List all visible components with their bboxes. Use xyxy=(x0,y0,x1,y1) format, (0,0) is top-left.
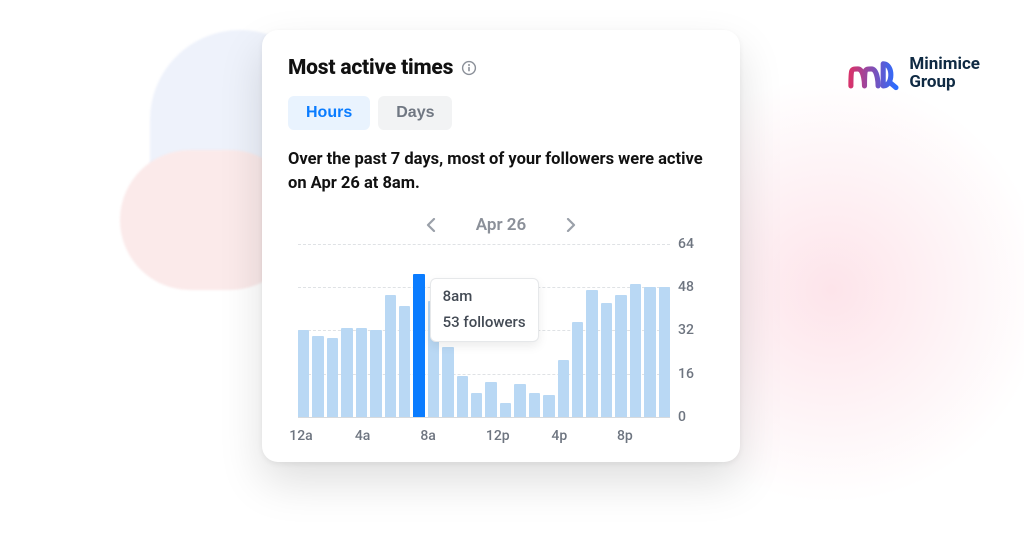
chart-bar[interactable] xyxy=(615,295,626,417)
brand-text-line2: Group xyxy=(909,74,980,92)
chart-bar[interactable] xyxy=(413,274,424,417)
chart-bar[interactable] xyxy=(500,403,511,417)
chart-bar[interactable] xyxy=(586,290,597,417)
next-day-button[interactable] xyxy=(560,214,582,236)
chart-tooltip: 8am 53 followers xyxy=(430,278,539,342)
bg-blob-pink xyxy=(724,80,1024,500)
chart-bar[interactable] xyxy=(385,295,396,417)
tab-days[interactable]: Days xyxy=(378,96,452,130)
chart-ytick: 16 xyxy=(678,366,710,382)
active-times-chart: 0163248648am53 followers 12a4a8a12p4p8p xyxy=(288,244,714,448)
tooltip-title: 8am xyxy=(443,287,526,305)
chart-x-axis: 12a4a8a12p4p8p xyxy=(288,428,714,448)
chart-plot-area: 0163248648am53 followers xyxy=(298,244,670,418)
card-title: Most active times xyxy=(288,56,453,80)
chart-bar[interactable] xyxy=(471,393,482,417)
chart-bar[interactable] xyxy=(558,360,569,417)
date-navigator: Apr 26 xyxy=(288,214,714,236)
brand-text: Minimice Group xyxy=(909,56,980,92)
chart-bar[interactable] xyxy=(327,338,338,416)
chart-bar[interactable] xyxy=(356,328,367,417)
brand-logo: Minimice Group xyxy=(847,56,980,92)
tab-hours[interactable]: Hours xyxy=(288,96,370,130)
chart-ytick: 32 xyxy=(678,322,710,338)
most-active-times-card: Most active times HoursDays Over the pas… xyxy=(262,30,740,462)
chart-bar[interactable] xyxy=(514,384,525,416)
chart-bar[interactable] xyxy=(457,376,468,417)
chart-bar[interactable] xyxy=(312,336,323,417)
chart-bar[interactable] xyxy=(659,287,670,417)
chart-bar[interactable] xyxy=(630,284,641,416)
chart-bar[interactable] xyxy=(485,382,496,417)
summary-text: Over the past 7 days, most of your follo… xyxy=(288,148,714,196)
brand-mark-icon xyxy=(847,57,899,91)
chart-bar[interactable] xyxy=(341,328,352,417)
chart-ytick: 48 xyxy=(678,279,710,295)
chart-bar[interactable] xyxy=(644,287,655,417)
info-icon[interactable] xyxy=(461,60,477,76)
chart-bar[interactable] xyxy=(399,306,410,417)
chart-bar[interactable] xyxy=(543,395,554,417)
chart-bar[interactable] xyxy=(572,322,583,417)
prev-day-button[interactable] xyxy=(420,214,442,236)
chart-bar[interactable] xyxy=(601,303,612,417)
card-header: Most active times xyxy=(288,56,714,80)
chart-bar[interactable] xyxy=(442,347,453,417)
chart-bar[interactable] xyxy=(529,393,540,417)
chart-bar[interactable] xyxy=(298,330,309,417)
tabs: HoursDays xyxy=(288,96,714,130)
current-date-label: Apr 26 xyxy=(476,215,526,235)
chart-bar[interactable] xyxy=(370,330,381,417)
tooltip-body: 53 followers xyxy=(443,313,526,331)
chart-ytick: 64 xyxy=(678,236,710,252)
chart-ytick: 0 xyxy=(678,409,710,425)
